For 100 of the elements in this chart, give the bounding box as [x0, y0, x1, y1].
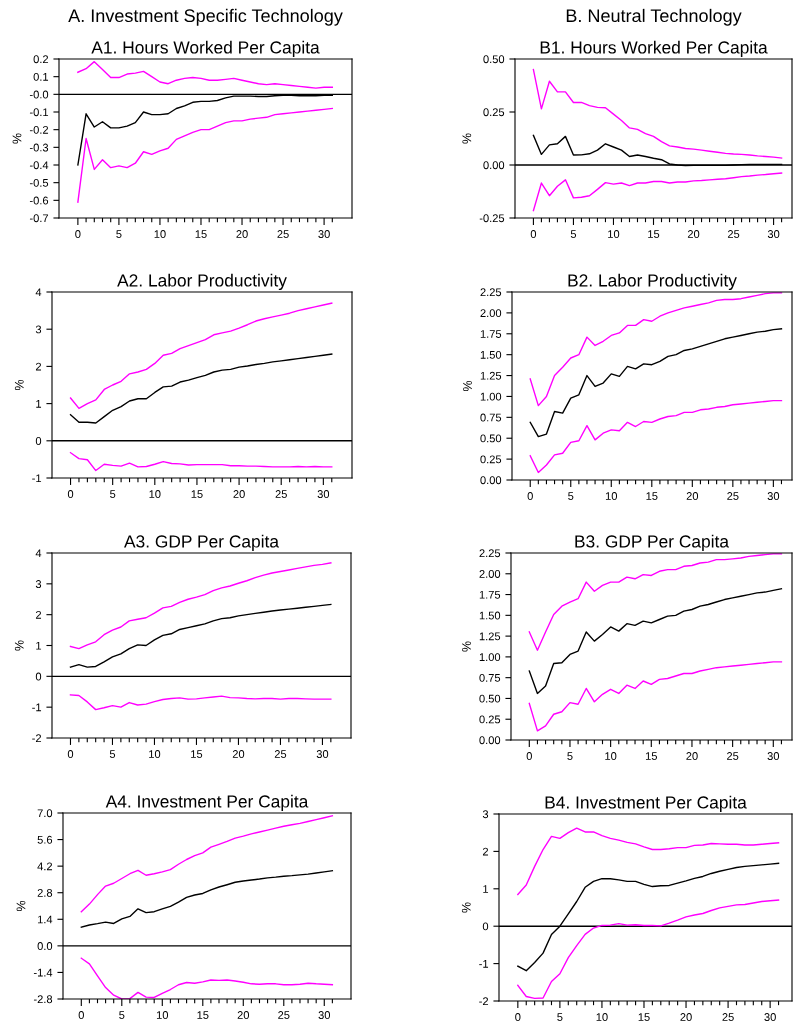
y-tick-label: 1.75 [480, 330, 502, 338]
x-tick-label: 10 [149, 490, 161, 498]
y-tick-label: 0.75 [480, 413, 502, 422]
y-tick-label: 0.75 [479, 673, 501, 682]
x-tick-label: 30 [318, 1011, 331, 1019]
y-axis-title: % [461, 902, 471, 913]
x-tick-label: 25 [727, 230, 740, 238]
y-tick-label: -0.2 [29, 125, 49, 134]
x-tick-label: 25 [275, 490, 287, 498]
y-tick-label: 0.00 [479, 736, 501, 745]
x-tick-label: 15 [191, 490, 203, 498]
y-tick-label: -0.7 [29, 214, 49, 223]
x-tick-label: 30 [764, 1013, 776, 1021]
chart-title: B1. Hours Worked Per Capita [540, 40, 768, 58]
y-tick-label: -1 [479, 959, 489, 968]
y-axis-title: % [14, 640, 24, 651]
y-tick-label: 2 [482, 847, 489, 856]
y-tick-label: 0.50 [483, 55, 505, 64]
y-tick-label: 1.25 [480, 371, 502, 380]
y-tick-label: -0.25 [479, 214, 505, 223]
x-tick-label: 10 [149, 750, 161, 758]
x-tick-label: 5 [109, 750, 116, 758]
y-tick-label: -2 [32, 734, 42, 743]
x-tick-label: 30 [767, 752, 780, 760]
y-tick-label: 1.00 [480, 392, 502, 401]
y-tick-label: 1.4 [37, 915, 53, 924]
y-tick-label: 2.25 [479, 549, 501, 558]
y-tick-label: -1.4 [33, 968, 53, 977]
chart-title: A4. Investment Per Capita [105, 794, 309, 812]
y-tick-label: 5.6 [37, 835, 53, 844]
y-tick-label: 0.25 [483, 108, 505, 117]
y-tick-label: -1 [32, 474, 42, 483]
y-tick-label: -0.1 [29, 108, 49, 117]
text: A. Investment Specific Technology [68, 8, 343, 26]
text: B. Neutral Technology [566, 8, 742, 26]
y-tick-label: 0.1 [33, 72, 49, 81]
x-tick-label: 0 [527, 492, 533, 500]
x-tick-label: 15 [195, 230, 207, 238]
x-tick-label: 5 [116, 230, 122, 238]
x-tick-label: 0 [78, 1011, 84, 1019]
y-tick-label: 2.00 [479, 570, 501, 578]
x-tick-label: 0 [515, 1013, 521, 1021]
y-tick-label: 1.50 [480, 350, 502, 359]
y-tick-label: 0.25 [480, 455, 502, 464]
y-tick-label: 7.0 [37, 809, 53, 818]
y-tick-label: 2.00 [480, 309, 502, 318]
y-tick-label: 3 [35, 580, 42, 588]
x-tick-label: 5 [557, 1013, 563, 1021]
y-tick-label: 0.00 [483, 161, 505, 170]
x-tick-label: 15 [646, 492, 658, 500]
x-tick-label: 25 [727, 492, 739, 500]
x-tick-label: 25 [278, 1011, 290, 1019]
x-tick-label: 15 [645, 752, 658, 760]
y-tick-label: -0.4 [29, 161, 49, 170]
chart-title: B4. Investment Per Capita [545, 795, 747, 813]
x-tick-label: 25 [277, 230, 289, 238]
x-tick-label: 5 [567, 752, 573, 760]
y-tick-label: -0.3 [29, 143, 49, 152]
x-tick-label: 0 [67, 750, 74, 758]
y-tick-label: 4 [35, 549, 42, 558]
x-tick-label: 20 [687, 230, 700, 238]
chart-title: A1. Hours Worked Per Capita [91, 40, 320, 58]
y-tick-label: -0.0 [29, 90, 49, 99]
y-tick-label: -2.8 [33, 995, 53, 1004]
x-tick-label: 0 [75, 230, 81, 238]
x-tick-label: 20 [233, 490, 245, 498]
x-tick-label: 5 [119, 1011, 125, 1019]
x-tick-label: 30 [318, 230, 330, 238]
y-tick-label: 2.25 [480, 288, 502, 297]
y-tick-label: 1 [36, 399, 42, 408]
y-tick-label: 0 [482, 922, 489, 931]
y-tick-label: 1 [483, 885, 489, 893]
y-tick-label: 1 [36, 641, 42, 650]
x-tick-label: 10 [605, 492, 618, 500]
x-tick-label: 30 [316, 750, 329, 758]
y-tick-label: 1.75 [479, 590, 501, 599]
y-tick-label: 0.25 [479, 715, 501, 724]
x-tick-label: 5 [568, 492, 574, 500]
x-tick-label: 0 [530, 230, 537, 238]
x-tick-label: 5 [110, 490, 116, 498]
y-tick-label: 0.50 [479, 694, 501, 703]
x-tick-label: 25 [274, 750, 287, 758]
x-tick-label: 20 [686, 492, 699, 500]
y-tick-label: 3 [482, 810, 489, 819]
y-tick-label: 4 [35, 288, 42, 297]
x-tick-label: 15 [197, 1011, 209, 1019]
x-tick-label: 10 [154, 230, 166, 238]
y-tick-label: 1.00 [479, 653, 501, 662]
x-tick-label: 30 [317, 490, 330, 498]
x-tick-label: 20 [232, 750, 245, 758]
x-tick-label: 30 [767, 230, 780, 238]
y-tick-label: -1 [32, 703, 42, 712]
chart-title: B3. GDP Per Capita [575, 534, 730, 552]
y-tick-label: 0.00 [480, 476, 502, 485]
x-tick-label: 10 [605, 752, 617, 760]
chart-title: A2. Labor Productivity [117, 273, 287, 291]
y-tick-label: 4.2 [37, 862, 53, 871]
y-tick-label: 0 [35, 672, 42, 681]
y-axis-title: % [462, 641, 471, 652]
x-tick-label: 20 [236, 230, 248, 238]
